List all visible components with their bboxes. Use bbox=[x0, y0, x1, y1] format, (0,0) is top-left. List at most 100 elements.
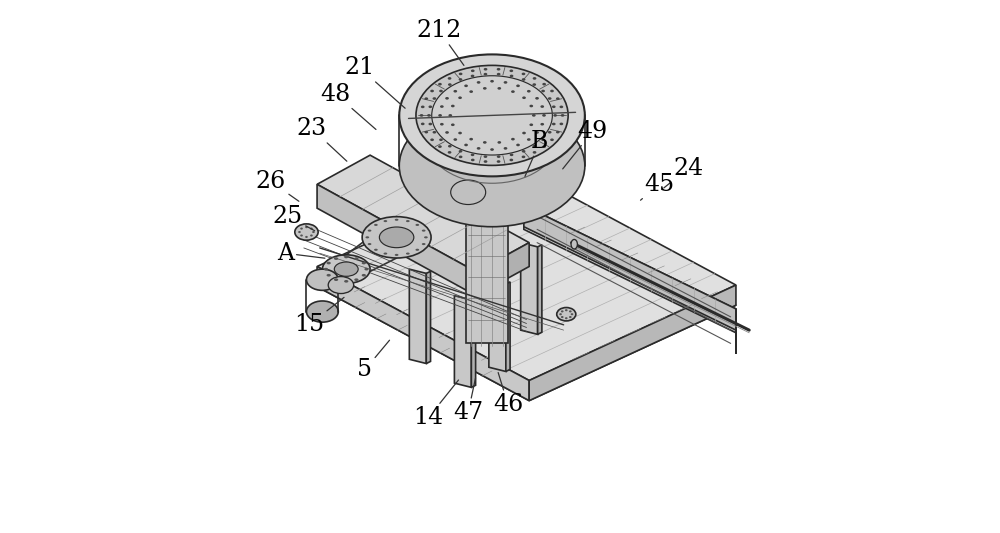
Ellipse shape bbox=[516, 143, 520, 146]
Ellipse shape bbox=[522, 72, 525, 75]
Ellipse shape bbox=[448, 151, 451, 154]
Ellipse shape bbox=[458, 132, 462, 134]
Ellipse shape bbox=[459, 150, 462, 152]
Ellipse shape bbox=[509, 159, 513, 161]
Ellipse shape bbox=[459, 78, 462, 81]
Ellipse shape bbox=[324, 268, 328, 270]
Ellipse shape bbox=[312, 231, 315, 233]
Ellipse shape bbox=[504, 81, 507, 84]
Ellipse shape bbox=[522, 156, 525, 158]
Ellipse shape bbox=[427, 114, 431, 117]
Ellipse shape bbox=[511, 138, 515, 141]
Ellipse shape bbox=[552, 106, 556, 108]
Ellipse shape bbox=[548, 97, 552, 100]
Ellipse shape bbox=[464, 85, 468, 87]
Ellipse shape bbox=[440, 105, 444, 108]
Ellipse shape bbox=[424, 98, 428, 100]
Ellipse shape bbox=[328, 277, 354, 294]
Ellipse shape bbox=[471, 69, 475, 72]
Ellipse shape bbox=[569, 316, 572, 318]
Ellipse shape bbox=[527, 138, 531, 141]
Polygon shape bbox=[471, 298, 476, 387]
Ellipse shape bbox=[471, 75, 474, 77]
Text: 49: 49 bbox=[563, 120, 608, 169]
Ellipse shape bbox=[550, 139, 554, 141]
Ellipse shape bbox=[484, 68, 487, 70]
Ellipse shape bbox=[533, 77, 536, 80]
Ellipse shape bbox=[453, 90, 457, 93]
Polygon shape bbox=[317, 155, 529, 272]
Ellipse shape bbox=[557, 308, 576, 321]
Ellipse shape bbox=[471, 154, 474, 156]
Ellipse shape bbox=[422, 230, 426, 232]
Ellipse shape bbox=[374, 224, 378, 226]
Ellipse shape bbox=[497, 87, 501, 90]
Ellipse shape bbox=[522, 132, 526, 134]
Ellipse shape bbox=[533, 151, 536, 154]
Ellipse shape bbox=[510, 75, 513, 77]
Ellipse shape bbox=[497, 160, 500, 163]
Ellipse shape bbox=[306, 301, 338, 322]
Ellipse shape bbox=[459, 156, 462, 158]
Text: 23: 23 bbox=[297, 117, 347, 161]
Ellipse shape bbox=[310, 235, 313, 237]
Ellipse shape bbox=[571, 239, 577, 249]
Ellipse shape bbox=[542, 83, 546, 85]
Ellipse shape bbox=[541, 139, 545, 141]
Ellipse shape bbox=[334, 278, 338, 281]
Ellipse shape bbox=[569, 310, 572, 312]
Ellipse shape bbox=[439, 139, 443, 141]
Ellipse shape bbox=[510, 154, 513, 156]
Ellipse shape bbox=[406, 220, 410, 222]
Ellipse shape bbox=[484, 73, 487, 76]
Ellipse shape bbox=[459, 72, 462, 75]
Ellipse shape bbox=[327, 262, 331, 264]
Ellipse shape bbox=[430, 90, 434, 92]
Ellipse shape bbox=[368, 230, 371, 232]
Ellipse shape bbox=[553, 114, 557, 117]
Ellipse shape bbox=[354, 257, 358, 260]
Ellipse shape bbox=[448, 83, 452, 86]
Ellipse shape bbox=[306, 269, 338, 290]
Ellipse shape bbox=[322, 255, 370, 284]
Polygon shape bbox=[524, 206, 736, 330]
Ellipse shape bbox=[532, 114, 536, 117]
Ellipse shape bbox=[364, 268, 369, 270]
Ellipse shape bbox=[448, 145, 452, 148]
Polygon shape bbox=[317, 184, 476, 296]
Ellipse shape bbox=[516, 85, 520, 87]
Text: 25: 25 bbox=[273, 205, 315, 231]
Text: 47: 47 bbox=[453, 378, 483, 424]
Ellipse shape bbox=[497, 68, 500, 70]
Ellipse shape bbox=[362, 274, 366, 277]
Ellipse shape bbox=[362, 216, 431, 258]
Ellipse shape bbox=[300, 235, 303, 237]
Ellipse shape bbox=[415, 249, 419, 251]
Polygon shape bbox=[426, 271, 431, 364]
Ellipse shape bbox=[368, 243, 371, 245]
Polygon shape bbox=[506, 282, 510, 372]
Ellipse shape bbox=[497, 141, 501, 144]
Ellipse shape bbox=[421, 106, 425, 108]
Ellipse shape bbox=[540, 123, 544, 126]
Ellipse shape bbox=[399, 54, 585, 176]
Ellipse shape bbox=[416, 66, 568, 165]
Ellipse shape bbox=[548, 131, 552, 134]
Ellipse shape bbox=[540, 105, 544, 108]
Ellipse shape bbox=[334, 257, 338, 260]
Ellipse shape bbox=[527, 90, 531, 93]
Polygon shape bbox=[476, 243, 529, 296]
Polygon shape bbox=[317, 266, 529, 401]
Polygon shape bbox=[489, 280, 506, 372]
Ellipse shape bbox=[428, 106, 432, 108]
Text: 26: 26 bbox=[256, 170, 299, 201]
Ellipse shape bbox=[395, 219, 398, 221]
Ellipse shape bbox=[445, 131, 449, 134]
Ellipse shape bbox=[522, 78, 525, 81]
Ellipse shape bbox=[445, 97, 449, 100]
Ellipse shape bbox=[362, 262, 366, 264]
Ellipse shape bbox=[433, 97, 436, 100]
Ellipse shape bbox=[365, 236, 369, 238]
Ellipse shape bbox=[571, 313, 573, 316]
Ellipse shape bbox=[542, 146, 546, 148]
